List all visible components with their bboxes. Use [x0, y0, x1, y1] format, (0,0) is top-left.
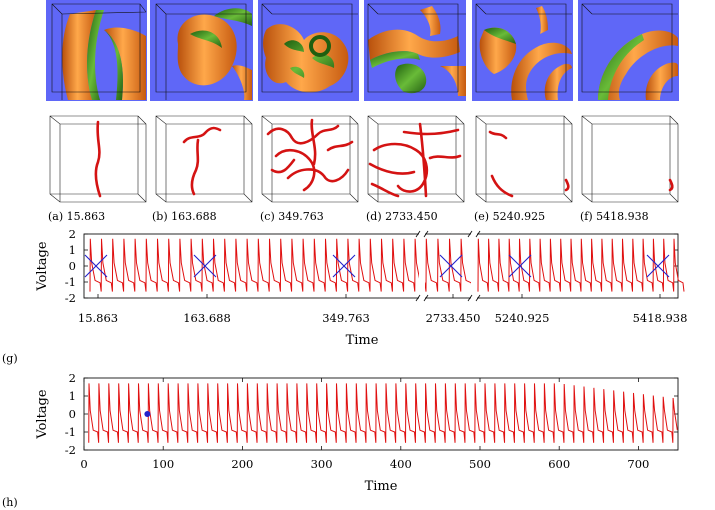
chart-g-trace-segment — [426, 239, 472, 292]
caption-e: (e) 5240.925 — [474, 210, 545, 223]
caption-b: (b) 163.688 — [152, 210, 217, 223]
chart-h-xtick-label: 100 — [152, 457, 174, 471]
filament-panel-d — [368, 116, 464, 202]
chart-h-ytick-label: 0 — [69, 407, 76, 421]
chart-h-xtick-label: 300 — [311, 457, 333, 471]
chart-g-ytick-label: 1 — [69, 243, 76, 257]
caption-c: (c) 349.763 — [260, 210, 324, 223]
chart-h-ylabel: Voltage — [35, 389, 50, 439]
filament-panel-f — [582, 116, 678, 202]
chart-g-panel-label: (g) — [2, 352, 18, 365]
isosurface-panel-d — [364, 0, 466, 101]
chart-h-frame — [84, 378, 678, 450]
panel-captions: (a) 15.863 (b) 163.688 (c) 349.763 (d) 2… — [48, 210, 649, 223]
chart-g-break-gap — [471, 232, 477, 300]
isosurface-panel-b — [150, 0, 253, 101]
isosurface-row — [46, 0, 679, 101]
chart-h-ytick-label: 2 — [69, 371, 76, 385]
voltage-chart-g: 2 1 0 -1 -2 15.863 163.688 349.763 2733.450 5240… — [2, 227, 687, 365]
chart-h-ytick-label: 1 — [69, 389, 76, 403]
chart-h-xtick-label: 400 — [390, 457, 412, 471]
chart-g-xtick-label: 5418.938 — [633, 311, 688, 325]
chart-h-xlabel: Time — [365, 479, 398, 494]
chart-g-break-gap — [419, 232, 425, 300]
chart-g-cross-marker — [194, 255, 216, 277]
chart-g-trace-segment — [478, 239, 684, 292]
chart-g-xtick-label: 163.688 — [183, 311, 231, 325]
caption-f: (f) 5418.938 — [580, 210, 649, 223]
isosurface-panel-e — [472, 0, 573, 101]
filament-panel-c — [262, 116, 358, 202]
caption-a: (a) 15.863 — [48, 210, 105, 223]
chart-h-xtick-label: 600 — [548, 457, 570, 471]
chart-g-xtick-label: 5240.925 — [495, 311, 550, 325]
chart-h-xtick-label: 700 — [627, 457, 649, 471]
chart-g-cross-marker — [509, 255, 531, 277]
chart-g-ylabel: Voltage — [35, 241, 50, 291]
filament-panel-e — [476, 116, 572, 202]
chart-g-ytick-label: -1 — [65, 275, 76, 289]
filament-row — [50, 116, 678, 202]
isosurface-panel-a — [46, 0, 147, 101]
chart-g-xlabel: Time — [346, 333, 379, 348]
chart-g-ytick-label: 0 — [69, 259, 76, 273]
chart-g-xtick-label: 349.763 — [322, 311, 370, 325]
caption-d: (d) 2733.450 — [366, 210, 438, 223]
chart-h-ytick-label: -1 — [65, 425, 76, 439]
chart-h-xtick-label: 200 — [231, 457, 253, 471]
chart-h-voltage-trace — [89, 383, 678, 442]
chart-g-ytick-label: -2 — [65, 291, 76, 305]
filament-panel-b — [156, 116, 252, 202]
isosurface-panel-c — [258, 0, 359, 101]
chart-g-xtick-label: 2733.450 — [426, 311, 481, 325]
chart-g-xtick-label: 15.863 — [78, 311, 118, 325]
filament-panel-a — [50, 116, 146, 202]
chart-h-xtick-label: 0 — [80, 457, 87, 471]
chart-g-ytick-label: 2 — [69, 227, 76, 241]
voltage-chart-h: 2 1 0 -1 -2 0 100 200 300 400 500 600 700 Time Volt… — [2, 371, 678, 509]
chart-h-dot-marker — [144, 411, 150, 417]
isosurface-panel-f — [578, 0, 679, 101]
chart-g-trace-segment — [90, 239, 426, 292]
chart-h-panel-label: (h) — [2, 496, 18, 509]
chart-h-ytick-label: -2 — [65, 443, 76, 457]
chart-h-xtick-label: 500 — [469, 457, 491, 471]
